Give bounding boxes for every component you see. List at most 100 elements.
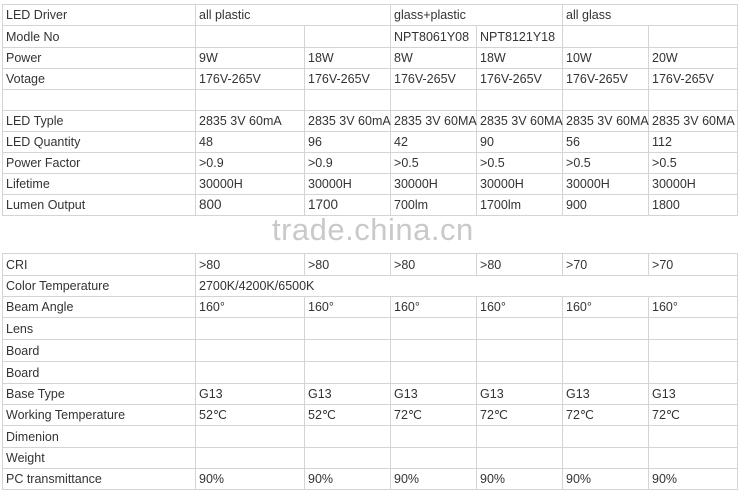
cell-value: 90% [390, 468, 478, 490]
table-row: Votage 176V-265V 176V-265V 176V-265V 176V-26… [2, 68, 739, 90]
row-label: PC transmittance [2, 468, 196, 490]
cell-value: 160° [303, 296, 392, 318]
cell-value: >70 [648, 253, 739, 276]
cell-value: >0.5 [476, 152, 564, 174]
group-all-glass: all glass [562, 4, 739, 26]
row-label: Power Factor [2, 152, 196, 174]
cell-value: G13 [303, 383, 392, 405]
table-row: Lens [2, 317, 739, 340]
cell-value: 90% [476, 468, 564, 490]
cell-value: >0.5 [648, 152, 739, 174]
cell-value: 30000H [303, 173, 392, 195]
cell-value [562, 447, 650, 469]
row-label: Base Type [2, 383, 196, 405]
cell-value: 176V-265V [648, 68, 739, 90]
cell-value: 72℃ [562, 404, 650, 426]
cell-value: 1700 [303, 194, 392, 216]
cell-value [562, 25, 650, 48]
cell-value: 176V-265V [562, 68, 650, 90]
cell-value: 18W [476, 47, 564, 69]
row-label: Board [2, 361, 196, 384]
row-label: Power [2, 47, 196, 69]
cell-value: 2835 3V 60MA [648, 110, 739, 132]
row-label: Dimenion [2, 425, 196, 448]
cell-value: 160° [562, 296, 650, 318]
cell-value [303, 425, 392, 448]
row-label: CRI [2, 253, 196, 276]
cell-value: 160° [476, 296, 564, 318]
cell-value [562, 361, 650, 384]
row-label: Lens [2, 317, 196, 340]
cell-value: 2835 3V 60MA [390, 110, 478, 132]
row-label: Modle No [2, 25, 196, 48]
cell-value [303, 447, 392, 469]
cell-value: 30000H [476, 173, 564, 195]
table-row: Board [2, 339, 739, 362]
cell-value: 2835 3V 60mA [303, 110, 392, 132]
cell-value [648, 317, 739, 340]
row-label: Lifetime [2, 173, 196, 195]
table-row [2, 89, 739, 111]
cell-value: 8W [390, 47, 478, 69]
cell-value: 20W [648, 47, 739, 69]
cell-value: 9W [195, 47, 305, 69]
cell-value [648, 447, 739, 469]
cell-value: 90% [562, 468, 650, 490]
cell-value: G13 [195, 383, 305, 405]
cell-value: 112 [648, 131, 739, 153]
cell-value: 176V-265V [476, 68, 564, 90]
cell-value: 2835 3V 60MA [476, 110, 564, 132]
cell-value: G13 [648, 383, 739, 405]
cell-value: 10W [562, 47, 650, 69]
cell-value: >0.5 [390, 152, 478, 174]
table-row: Modle No NPT8061Y08 NPT8121Y18 [2, 25, 739, 48]
cell-value: >0.9 [303, 152, 392, 174]
cell-value: 2700K/4200K/6500K [194, 275, 739, 297]
cell-value [390, 317, 478, 340]
row-label: Color Temperature [2, 275, 196, 297]
cell-value: G13 [476, 383, 564, 405]
cell-value: 2835 3V 60mA [195, 110, 305, 132]
cell-value [476, 361, 564, 384]
cell-value: 52℃ [303, 404, 392, 426]
cell-value [390, 361, 478, 384]
table-row: CRI >80 >80 >80 >80 >70 >70 [2, 253, 739, 276]
cell-value: 1800 [648, 194, 739, 216]
cell-value [476, 89, 564, 111]
cell-value: 72℃ [390, 404, 478, 426]
spacer-cell [649, 216, 738, 254]
row-label: Beam Angle [2, 296, 196, 318]
cell-value [476, 339, 564, 362]
table-row: Working Temperature 52℃ 52℃ 72℃ 72℃ 72℃ 72℃ [2, 404, 739, 426]
cell-value: 176V-265V [195, 68, 305, 90]
cell-value: 1700lm [476, 194, 564, 216]
row-label: Board [2, 339, 196, 362]
cell-value: 30000H [648, 173, 739, 195]
spacer-cell [563, 216, 649, 254]
row-label: LED Driver [2, 4, 196, 26]
cell-value: >80 [195, 253, 305, 276]
row-label: Votage [2, 68, 196, 90]
cell-value: 176V-265V [303, 68, 392, 90]
cell-value [476, 447, 564, 469]
cell-value: 72℃ [476, 404, 564, 426]
table-row: LED Quantity 48 96 42 90 56 112 [2, 131, 739, 153]
cell-value [648, 89, 739, 111]
spec-table: LED Driver all plastic glass+plastic all… [2, 4, 739, 490]
cell-value [648, 25, 739, 48]
cell-value: 900 [562, 194, 650, 216]
table-row: LED Typle 2835 3V 60mA 2835 3V 60mA 2835 3V… [2, 110, 739, 132]
cell-value: 30000H [562, 173, 650, 195]
table-row: Power Factor >0.9 >0.9 >0.5 >0.5 >0.5 >0.5 [2, 152, 739, 174]
table-row: Weight [2, 447, 739, 469]
cell-value: 2835 3V 60MA [562, 110, 650, 132]
cell-value: >80 [390, 253, 478, 276]
table-row: PC transmittance 90% 90% 90% 90% 90% 90% [2, 468, 739, 490]
cell-value: 160° [648, 296, 739, 318]
cell-value: >80 [303, 253, 392, 276]
cell-value [195, 425, 305, 448]
cell-value [195, 317, 305, 340]
cell-value: >70 [562, 253, 650, 276]
cell-value [390, 339, 478, 362]
cell-value: G13 [562, 383, 650, 405]
